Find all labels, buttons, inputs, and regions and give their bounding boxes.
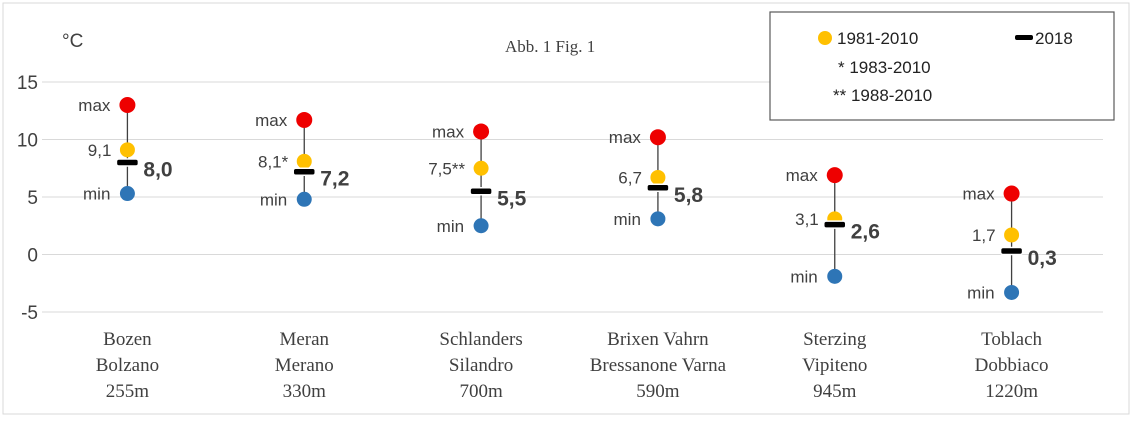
min-label: min xyxy=(437,217,464,236)
min-label: min xyxy=(967,283,994,302)
normal-value-label: 8,1* xyxy=(258,152,289,171)
current-marker xyxy=(999,246,1024,256)
normal-marker xyxy=(473,160,489,176)
legend-current-marker xyxy=(1015,35,1033,40)
max-marker xyxy=(1003,185,1020,202)
station-name-line: Merano xyxy=(275,355,334,376)
current-value-label: 2,6 xyxy=(851,221,880,244)
current-value-label: 0,3 xyxy=(1028,247,1057,270)
normal-marker xyxy=(296,153,312,169)
legend: 1981-2010 2018 * 1983-2010 ** 1988-2010 xyxy=(769,11,1115,121)
normal-value-label: 6,7 xyxy=(618,168,642,187)
min-label: min xyxy=(83,185,110,204)
legend-normal-label: 1981-2010 xyxy=(837,29,918,48)
station-name-line: Dobbiaco xyxy=(975,355,1049,376)
min-label: min xyxy=(260,190,287,209)
current-value-label: 8,0 xyxy=(143,159,172,182)
station-name-line: 330m xyxy=(283,381,327,402)
min-marker xyxy=(650,211,666,227)
max-label: max xyxy=(432,122,465,141)
station-name-line: Bozen xyxy=(103,329,152,350)
station-name-line: 255m xyxy=(106,381,150,402)
y-axis-unit: °C xyxy=(62,31,83,52)
station-group: max min 3,1 2,6 xyxy=(786,166,880,286)
max-marker xyxy=(296,111,313,128)
normal-marker xyxy=(650,169,666,185)
y-tick-label: 5 xyxy=(27,188,38,209)
legend-current-label: 2018 xyxy=(1035,29,1073,48)
station-name-line: Silandro xyxy=(449,355,513,376)
max-label: max xyxy=(609,128,642,147)
min-marker xyxy=(1004,284,1020,300)
normal-value-label: 9,1 xyxy=(88,141,112,160)
min-marker xyxy=(473,218,489,234)
max-label: max xyxy=(255,111,288,130)
current-marker xyxy=(646,183,670,193)
station-name-line: 945m xyxy=(813,381,857,402)
max-label: max xyxy=(962,185,995,204)
legend-box xyxy=(769,11,1115,121)
current-marker xyxy=(823,220,847,229)
min-marker xyxy=(119,186,135,202)
current-value-label: 5,5 xyxy=(497,187,527,210)
station-name-line: Meran xyxy=(279,329,329,350)
current-marker xyxy=(469,187,493,196)
legend-normal-marker xyxy=(818,31,832,45)
min-marker xyxy=(296,191,312,207)
station-group: max min 1,7 0,3 xyxy=(962,185,1056,303)
station-name-line: Schlanders xyxy=(439,329,522,350)
station-name-line: Brixen Vahrn xyxy=(607,329,709,350)
station-group: max min 7,5** 5,5 xyxy=(428,122,526,235)
y-tick-labels: -5 0 5 10 15 xyxy=(17,73,38,324)
station-name-line: Sterzing xyxy=(803,329,867,350)
normal-value-label: 3,1 xyxy=(795,210,819,229)
normal-marker xyxy=(1004,227,1020,243)
max-marker xyxy=(649,129,666,146)
station-group: max min 9,1 8,0 xyxy=(78,96,172,204)
min-label: min xyxy=(790,267,817,286)
y-tick-label: -5 xyxy=(21,303,38,324)
max-marker xyxy=(826,167,843,184)
station-name-line: Toblach xyxy=(981,329,1042,350)
y-tick-label: 15 xyxy=(17,73,38,94)
min-marker xyxy=(827,268,843,284)
max-marker xyxy=(119,97,136,113)
station-name-line: 590m xyxy=(636,381,680,402)
station-group: max min 6,7 5,8 xyxy=(609,128,704,229)
max-marker xyxy=(473,123,490,140)
current-marker xyxy=(115,158,140,167)
min-label: min xyxy=(614,210,641,229)
station-name-line: 1220m xyxy=(985,381,1038,402)
max-label: max xyxy=(786,166,819,185)
station-layer: maxmin9,18,0maxmin8,1*7,2maxmin7,5**5,5m… xyxy=(78,96,1056,302)
current-marker xyxy=(292,167,316,176)
max-label: max xyxy=(78,96,111,115)
station-group: max min 8,1* 7,2 xyxy=(255,111,349,209)
normal-value-label: 7,5** xyxy=(428,159,465,178)
current-value-label: 7,2 xyxy=(320,168,349,191)
normal-value-label: 1,7 xyxy=(972,226,996,245)
legend-note-1983: * 1983-2010 xyxy=(838,58,931,77)
y-tick-label: 0 xyxy=(27,246,38,267)
station-name-line: Bressanone Varna xyxy=(590,355,727,376)
station-name-line: 700m xyxy=(459,381,503,402)
legend-note-1988: ** 1988-2010 xyxy=(833,86,932,105)
y-tick-label: 10 xyxy=(17,131,38,152)
current-value-label: 5,8 xyxy=(674,184,704,207)
x-category-labels: Bozen Bolzano 255m Meran Merano 330m Schlander… xyxy=(96,329,1049,402)
normal-marker xyxy=(119,142,135,158)
station-name-line: Bolzano xyxy=(96,355,159,376)
figure-label: Abb. 1 Fig. 1 xyxy=(505,37,595,56)
station-name-line: Vipiteno xyxy=(802,355,867,376)
